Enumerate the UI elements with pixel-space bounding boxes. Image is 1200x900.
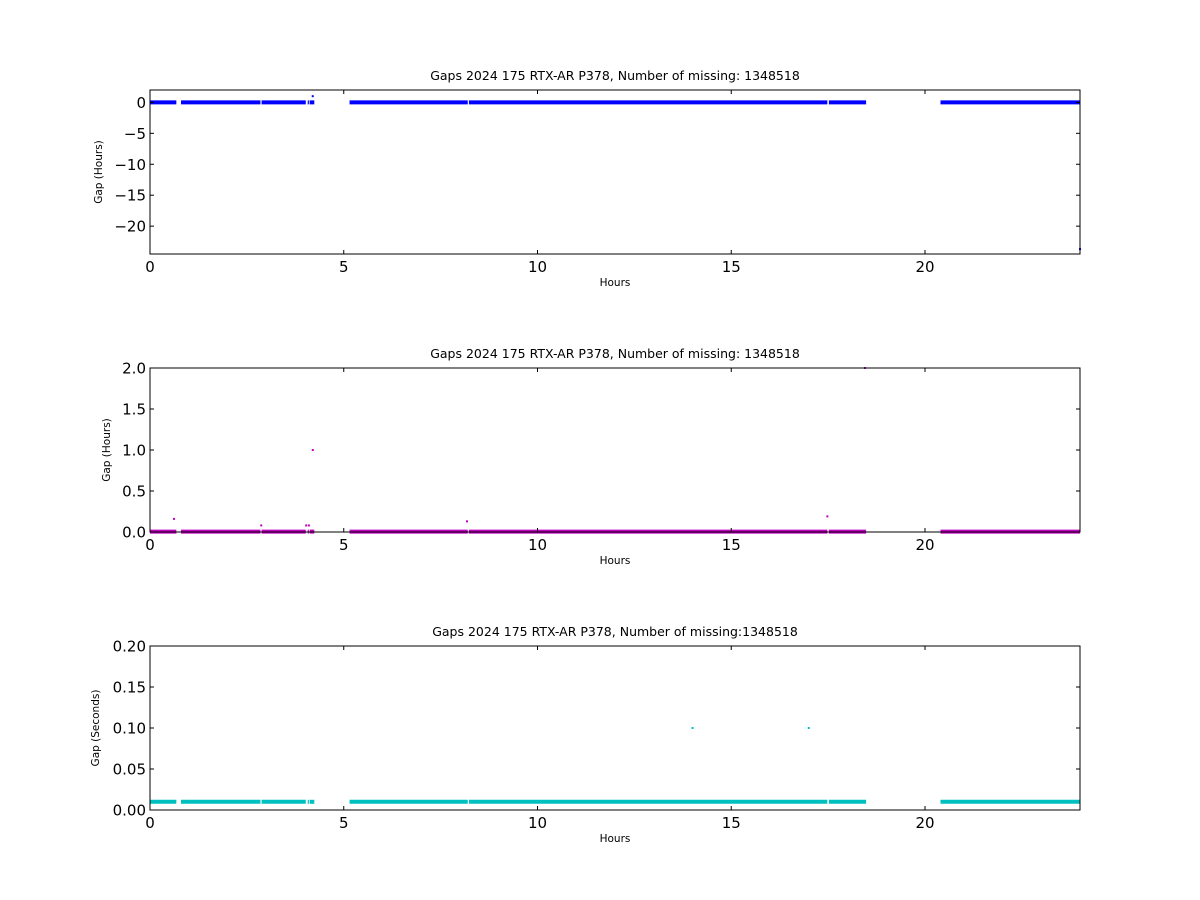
panel-1-plot-area: 0 5 10 15 20 0 −5 −10 −15 −20 bbox=[114, 89, 1081, 276]
panel-2-data-point-4 bbox=[307, 524, 310, 527]
panel-2-plot-area: 0 5 10 15 20 0.0 0.5 1.0 1.5 2.0 bbox=[122, 360, 1081, 554]
panel-2-axes-frame bbox=[149, 367, 1081, 533]
panel-1-data-point-1 bbox=[311, 95, 314, 98]
panel-3-x-tick-label-4: 15 bbox=[722, 814, 741, 832]
panel-1-y-tick-label-1: 0 bbox=[136, 94, 146, 112]
panel-3-x-tick-label-3: 10 bbox=[528, 814, 547, 832]
panel-2-y-tick-label-5: 2.0 bbox=[122, 360, 146, 378]
panel-3-gaps-seconds-cyan: Gaps 2024 175 RTX-AR P378, Number of mis… bbox=[90, 624, 1081, 845]
panel-3-axes-frame bbox=[149, 645, 1081, 811]
panel-2-data-point-5 bbox=[311, 449, 314, 451]
panel-1-x-tick-label-2: 5 bbox=[339, 258, 349, 276]
panel-2-data-point-3 bbox=[305, 524, 308, 527]
panel-2-x-tick-label-2: 5 bbox=[339, 536, 349, 554]
panel-2-y-tick-label-3: 1.0 bbox=[122, 442, 146, 460]
panel-3-title: Gaps 2024 175 RTX-AR P378, Number of mis… bbox=[432, 624, 798, 639]
panel-2-x-tick-label-3: 10 bbox=[528, 536, 547, 554]
panel-3-plot-area: 0 5 10 15 20 0.00 0.05 0.10 0.15 0.20 bbox=[113, 638, 1081, 832]
panel-2-x-tick-label-1: 0 bbox=[145, 536, 155, 554]
panel-1-x-axis-label: Hours bbox=[600, 277, 631, 289]
panel-2-data-point-6 bbox=[465, 520, 468, 523]
panel-2-title: Gaps 2024 175 RTX-AR P378, Number of mis… bbox=[430, 346, 800, 361]
panel-2-x-tick-label-4: 15 bbox=[722, 536, 741, 554]
panel-1-gaps-hours-blue: Gaps 2024 175 RTX-AR P378, Number of mis… bbox=[93, 68, 1081, 289]
panel-1-x-tick-label-3: 10 bbox=[528, 258, 547, 276]
panel-3-x-tick-label-2: 5 bbox=[339, 814, 349, 832]
panel-1-y-axis-label: Gap (Hours) bbox=[93, 140, 105, 204]
panel-1-axes-frame bbox=[149, 89, 1081, 255]
panel-3-y-tick-label-1: 0.00 bbox=[113, 802, 146, 820]
panel-1-y-tick-label-5: −20 bbox=[114, 218, 146, 236]
panel-3-x-tick-label-1: 0 bbox=[145, 814, 155, 832]
panel-3-y-tick-label-2: 0.05 bbox=[113, 761, 146, 779]
panel-3-y-axis-label: Gap (Seconds) bbox=[90, 690, 102, 767]
panel-1-y-tick-label-3: −10 bbox=[114, 156, 146, 174]
panel-3-y-tick-label-3: 0.10 bbox=[113, 720, 146, 738]
panel-2-x-axis-label: Hours bbox=[600, 555, 631, 567]
panel-3-data-point-2 bbox=[807, 727, 810, 729]
panel-1-y-tick-label-2: −5 bbox=[124, 125, 146, 143]
panel-1-title: Gaps 2024 175 RTX-AR P378, Number of mis… bbox=[430, 68, 800, 83]
panel-1-x-tick-label-1: 0 bbox=[145, 258, 155, 276]
panel-3-data-point-1 bbox=[691, 727, 694, 729]
panel-1-x-tick-label-5: 20 bbox=[915, 258, 934, 276]
panel-2-gaps-hours-magenta: Gaps 2024 175 RTX-AR P378, Number of mis… bbox=[101, 346, 1081, 567]
panel-1-y-tick-label-4: −15 bbox=[114, 187, 146, 205]
panel-3-x-tick-label-5: 20 bbox=[915, 814, 934, 832]
panel-3-x-axis-label: Hours bbox=[600, 833, 631, 845]
panel-2-data-point-1 bbox=[173, 517, 176, 520]
panel-2-y-tick-label-2: 0.5 bbox=[122, 483, 146, 501]
panel-2-data-point-7 bbox=[826, 515, 829, 518]
panel-2-data-point-2 bbox=[260, 524, 263, 527]
panel-2-y-axis-label: Gap (Hours) bbox=[101, 418, 113, 482]
panel-3-y-tick-label-5: 0.20 bbox=[113, 638, 146, 656]
panel-2-y-tick-label-1: 0.0 bbox=[122, 524, 146, 542]
panel-2-x-tick-label-5: 20 bbox=[915, 536, 934, 554]
panel-2-y-tick-label-4: 1.5 bbox=[122, 401, 146, 419]
panel-1-x-tick-label-4: 15 bbox=[722, 258, 741, 276]
panel-3-y-tick-label-4: 0.15 bbox=[113, 679, 146, 697]
